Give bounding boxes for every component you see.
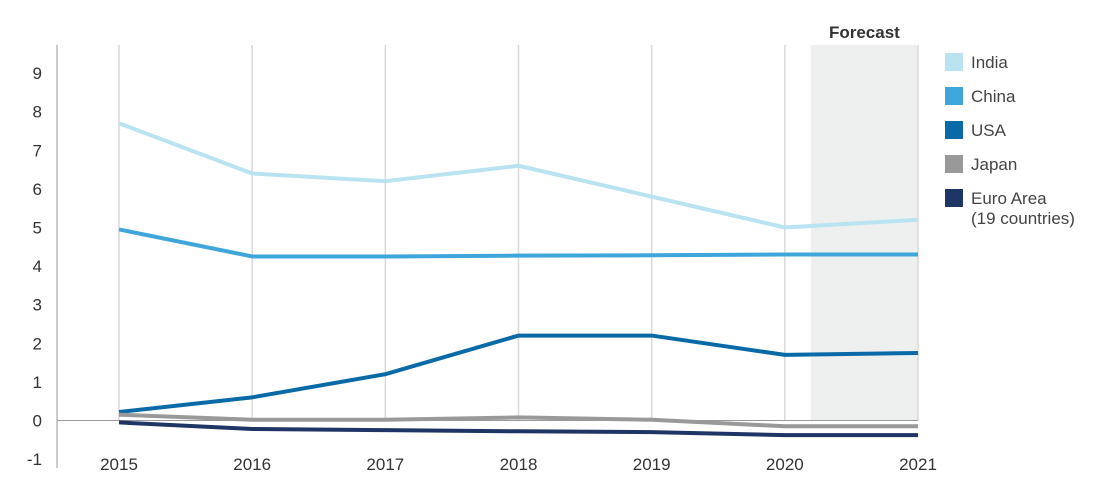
legend-item: China bbox=[945, 87, 1016, 106]
y-tick-label: 1 bbox=[33, 373, 42, 392]
vertical-gridlines bbox=[118, 45, 919, 421]
y-tick-label: 4 bbox=[33, 257, 42, 276]
y-tick-label: 7 bbox=[33, 141, 42, 160]
legend-swatch bbox=[945, 121, 963, 139]
legend-label: India bbox=[971, 53, 1008, 72]
x-tick-label: 2019 bbox=[633, 455, 671, 474]
y-tick-label: 0 bbox=[33, 412, 42, 431]
y-tick-label: -1 bbox=[27, 450, 42, 469]
y-tick-label: 8 bbox=[33, 103, 42, 122]
x-axis-ticks: 2015 2016 2017 2018 2019 2020 2021 bbox=[100, 455, 937, 474]
y-tick-label: 5 bbox=[33, 219, 42, 238]
y-tick-label: 3 bbox=[33, 296, 42, 315]
x-tick-label: 2017 bbox=[366, 455, 404, 474]
y-axis-ticks: -1 0 1 2 3 4 5 6 7 8 9 bbox=[27, 64, 42, 469]
legend-swatch bbox=[945, 189, 963, 207]
y-tick-label: 2 bbox=[33, 334, 42, 353]
y-tick-label: 9 bbox=[33, 64, 42, 83]
legend-label: USA bbox=[971, 121, 1007, 140]
legend-swatch bbox=[945, 155, 963, 173]
forecast-band bbox=[810, 45, 918, 421]
series-lines bbox=[118, 121, 919, 438]
y-tick-label: 6 bbox=[33, 180, 42, 199]
legend-item: India bbox=[945, 53, 1008, 72]
legend-swatch bbox=[945, 87, 963, 105]
legend-item: Euro Area (19 countries) bbox=[945, 189, 1075, 228]
legend-label: China bbox=[971, 87, 1016, 106]
legend: India China USA Japan Euro Area (19 countries… bbox=[945, 53, 1075, 228]
legend-label: Japan bbox=[971, 155, 1017, 174]
legend-item: Japan bbox=[945, 155, 1017, 174]
forecast-label: Forecast bbox=[829, 23, 900, 42]
x-tick-label: 2016 bbox=[233, 455, 271, 474]
legend-label: Euro Area (19 countries) bbox=[971, 189, 1075, 228]
x-tick-label: 2018 bbox=[500, 455, 538, 474]
legend-swatch bbox=[945, 53, 963, 71]
x-tick-label: 2021 bbox=[899, 455, 937, 474]
legend-item: USA bbox=[945, 121, 1007, 140]
x-tick-label: 2015 bbox=[100, 455, 138, 474]
x-tick-label: 2020 bbox=[766, 455, 804, 474]
